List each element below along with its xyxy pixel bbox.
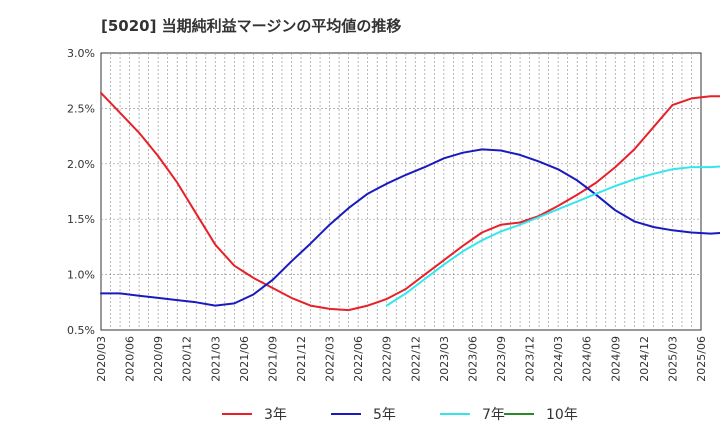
x-tick-label: 2022/03: [324, 336, 337, 382]
y-tick-label: 0.5%: [67, 324, 95, 337]
chart-title: [5020] 当期純利益マージンの平均値の推移: [101, 17, 401, 35]
series-line-5年: [100, 148, 720, 307]
x-tick-label: 2023/12: [524, 336, 537, 382]
series-line-7年: [385, 165, 720, 307]
x-tick-label: 2024/03: [552, 336, 565, 382]
legend-item: 10年: [504, 407, 578, 423]
x-tick-label: 2022/12: [409, 336, 422, 382]
series-line-3年: [100, 91, 720, 312]
legend: 3年 5年 7年 10年: [222, 407, 578, 423]
legend-label: 10年: [546, 407, 578, 423]
x-tick-label: 2020/09: [152, 336, 165, 382]
legend-label: 7年: [482, 407, 505, 423]
plot-area: [100, 52, 702, 331]
x-tick-label: 2020/12: [181, 336, 194, 382]
x-tick-label: 2020/06: [124, 336, 137, 382]
x-tick-label: 2020/03: [95, 336, 108, 382]
legend-item: 7年: [440, 407, 505, 423]
x-tick-label: 2025/03: [666, 336, 679, 382]
x-tick-label: 2023/06: [466, 336, 479, 382]
x-tick-label: 2024/06: [581, 336, 594, 382]
y-tick-label: 1.5%: [67, 213, 95, 226]
legend-item: 3年: [222, 407, 287, 423]
y-axis: 0.5% 1.0% 1.5% 2.0% 2.5% 3.0%: [67, 47, 95, 337]
legend-item: 5年: [331, 407, 396, 423]
x-tick-label: 2025/06: [695, 336, 708, 382]
x-tick-label: 2021/06: [238, 336, 251, 382]
y-tick-label: 1.0%: [67, 269, 95, 282]
x-tick-label: 2024/09: [609, 336, 622, 382]
x-tick-label: 2021/03: [209, 336, 222, 382]
y-tick-label: 2.0%: [67, 158, 95, 171]
x-tick-label: 2024/12: [638, 336, 651, 382]
legend-label: 5年: [373, 407, 396, 423]
x-tick-label: 2022/09: [381, 336, 394, 382]
series-lines: [100, 91, 720, 312]
x-tick-label: 2023/03: [438, 336, 451, 382]
x-tick-label: 2022/06: [352, 336, 365, 382]
x-axis: 2020/03 2020/06 2020/09 2020/12 2021/03 2021/…: [95, 336, 708, 382]
x-tick-label: 2023/09: [495, 336, 508, 382]
x-tick-label: 2021/12: [295, 336, 308, 382]
x-tick-label: 2021/09: [266, 336, 279, 382]
legend-label: 3年: [264, 407, 287, 423]
grid: [101, 53, 701, 330]
y-tick-label: 3.0%: [67, 47, 95, 60]
y-tick-label: 2.5%: [67, 102, 95, 115]
